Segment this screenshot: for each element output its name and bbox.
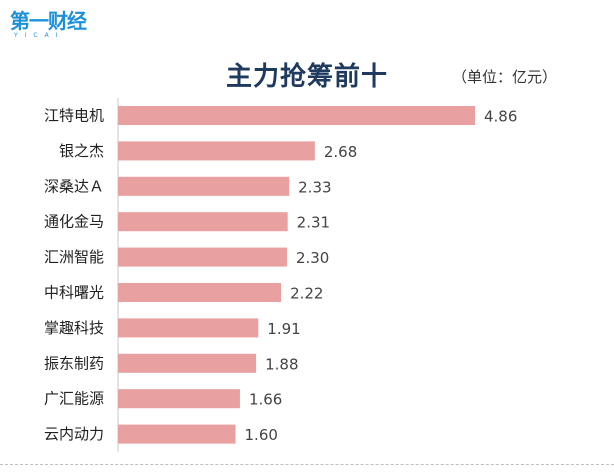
category-label: 汇洲智能 — [44, 248, 104, 266]
logo-subtext: YICAI — [14, 32, 65, 39]
chart-title: 主力抢筹前十 — [225, 62, 388, 92]
bar — [118, 353, 257, 373]
bar — [118, 247, 287, 267]
value-label: 2.22 — [290, 285, 323, 303]
yicai-logo: 第一财经 YICAI — [10, 10, 90, 44]
value-label: 2.30 — [296, 249, 329, 267]
logo-text: 第一财经 — [10, 9, 87, 33]
bar — [118, 389, 240, 409]
category-label: 深桑达Ａ — [44, 177, 104, 195]
bar — [118, 141, 315, 161]
unit-label: （单位：亿元） — [452, 68, 558, 86]
bar — [118, 424, 236, 444]
bar — [118, 176, 290, 196]
category-label: 江特电机 — [44, 107, 104, 125]
category-label: 通化金马 — [44, 213, 104, 231]
value-label: 2.31 — [297, 214, 330, 232]
value-label: 1.60 — [245, 426, 278, 444]
bar-group: 江特电机 4.86 银之杰 2.68 深桑达Ａ 2.33 通化金马 2.31 汇洲智能 2.30 中… — [44, 106, 517, 444]
category-label: 银之杰 — [59, 142, 104, 160]
bar — [118, 106, 475, 125]
category-label: 中科曙光 — [44, 284, 104, 302]
bar — [118, 283, 282, 302]
value-label: 1.66 — [249, 391, 282, 409]
value-label: 2.68 — [324, 143, 357, 161]
category-label: 广汇能源 — [44, 390, 104, 408]
value-label: 1.88 — [265, 355, 298, 373]
category-label: 云内动力 — [44, 425, 104, 443]
bottom-divider — [0, 464, 614, 465]
value-label: 4.86 — [484, 108, 517, 126]
value-label: 2.33 — [298, 178, 331, 196]
category-label: 振东制药 — [44, 354, 104, 372]
bar — [118, 212, 288, 232]
bar — [118, 318, 259, 338]
value-label: 1.91 — [267, 320, 300, 338]
category-label: 掌趣科技 — [44, 319, 104, 337]
